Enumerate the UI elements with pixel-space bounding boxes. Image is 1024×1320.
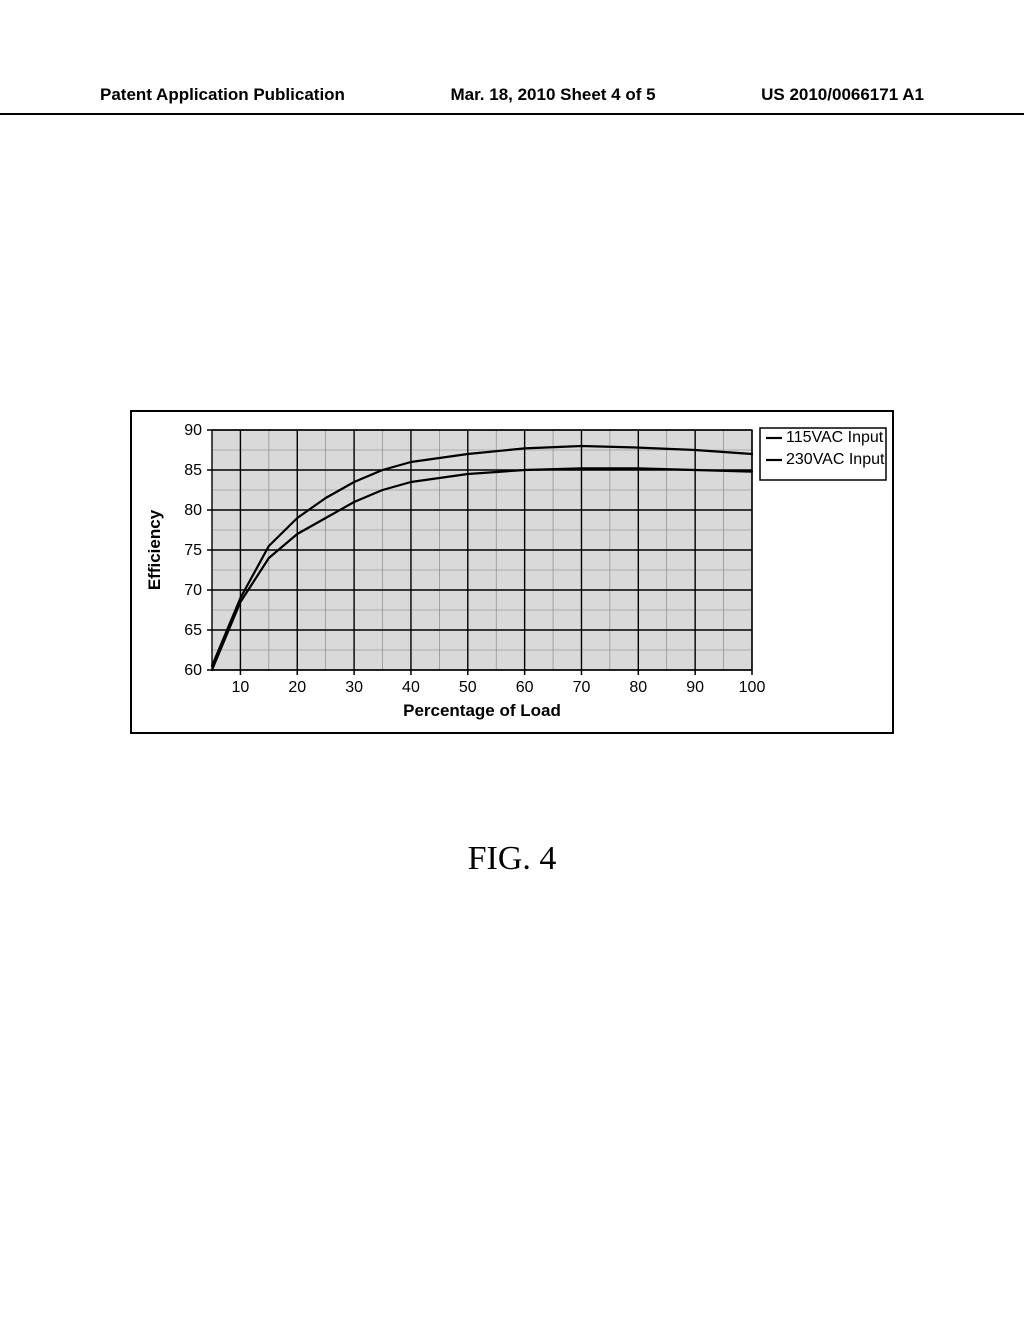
chart-svg: 60 65 70 75 80 85 90 10 20 30 40 50 60 70 80 90 100 Effic… [132, 412, 888, 728]
x-tick-label: 10 [232, 679, 250, 696]
efficiency-chart: 60 65 70 75 80 85 90 10 20 30 40 50 60 70 80 90 100 Effic… [130, 410, 894, 734]
figure-label: FIG. 4 [0, 840, 1024, 878]
header-center: Mar. 18, 2010 Sheet 4 of 5 [451, 85, 656, 105]
x-tick-label: 40 [402, 679, 420, 696]
x-tick-label: 30 [345, 679, 363, 696]
x-tick-label: 70 [573, 679, 591, 696]
y-tick-label: 60 [184, 662, 202, 679]
page-header: Patent Application Publication Mar. 18, … [0, 85, 1024, 115]
y-tick-label: 75 [184, 542, 202, 559]
x-tick-label: 60 [516, 679, 534, 696]
header-left: Patent Application Publication [100, 85, 345, 105]
header-right: US 2010/0066171 A1 [761, 85, 924, 105]
x-tick-label: 80 [629, 679, 647, 696]
x-axis-label: Percentage of Load [403, 701, 561, 720]
y-tick-label: 85 [184, 462, 202, 479]
x-tick-label: 100 [739, 679, 766, 696]
x-tick-label: 90 [686, 679, 704, 696]
y-tick-label: 65 [184, 622, 202, 639]
legend-item-label: 230VAC Input [786, 451, 885, 468]
y-axis-label: Efficiency [145, 509, 164, 590]
y-tick-label: 80 [184, 502, 202, 519]
x-tick-label: 50 [459, 679, 477, 696]
x-tick-label: 20 [288, 679, 306, 696]
y-tick-label: 70 [184, 582, 202, 599]
legend-item-label: 115VAC Input [786, 429, 884, 446]
y-tick-label: 90 [184, 422, 202, 439]
